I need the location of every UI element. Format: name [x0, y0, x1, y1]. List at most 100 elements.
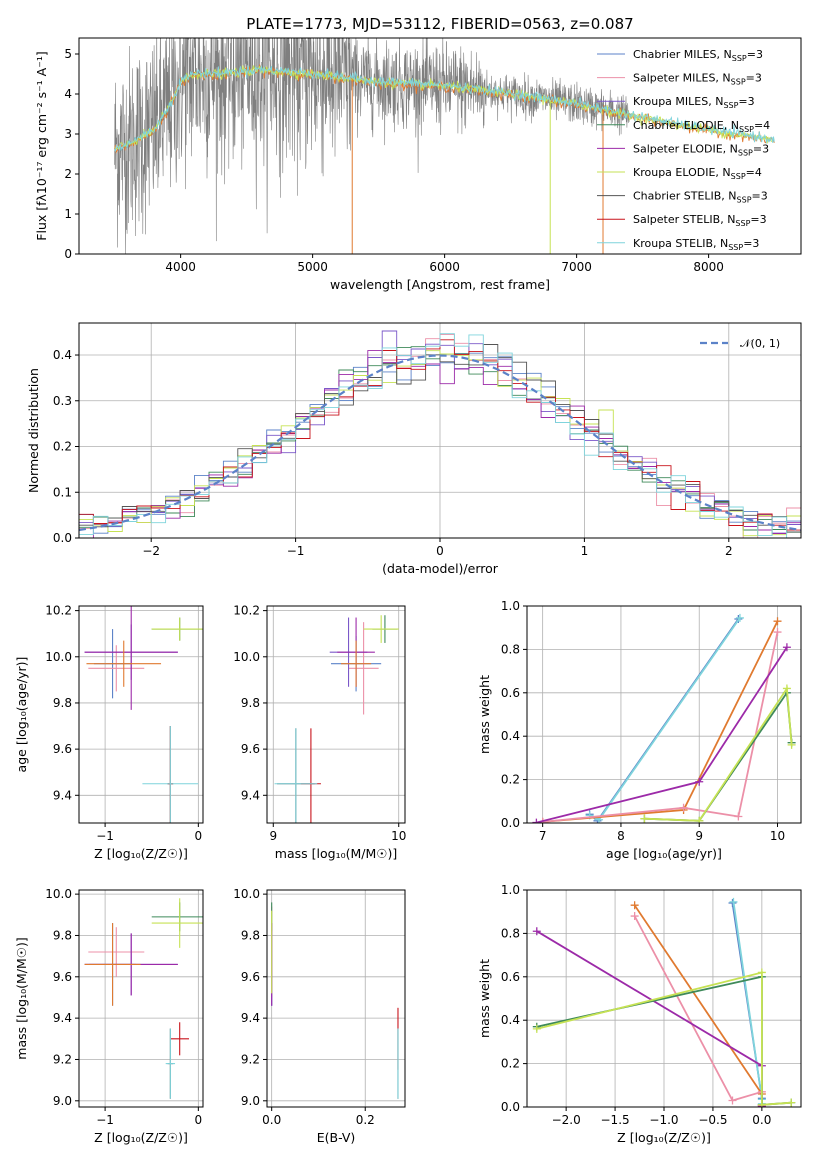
plot-area [114, 38, 775, 254]
weight-point-marker [787, 740, 796, 749]
weight-series-line [542, 631, 779, 823]
axes-frame [266, 605, 406, 824]
y-axis-label: mass [log₁₀(M/M☉)] [14, 937, 29, 1059]
plot-area [532, 897, 796, 1107]
x-tick-label: −1 [96, 1113, 114, 1127]
y-tick-label: 2 [64, 167, 72, 181]
x-tick-label: −1 [287, 544, 305, 558]
x-tick-label: 9 [695, 829, 703, 843]
plot-area [84, 898, 203, 1099]
chart-weight-vs-age: 7 8 9 10 0.0 0.2 0.4 0.6 0.8 1.0 age [log₁₀(age/yr… [477, 599, 802, 861]
axes-frame [266, 889, 406, 1108]
x-tick-label: 8000 [693, 260, 724, 274]
weight-point-marker [782, 684, 791, 693]
y-tick-label: 9.6 [241, 970, 260, 984]
y-axis-label: Flux [fλ10⁻¹⁷ erg cm⁻² s⁻¹ A⁻¹] [34, 51, 49, 240]
y-tick-label: 0.4 [501, 1013, 520, 1027]
weight-series-line [536, 971, 792, 1106]
weight-point-marker [773, 617, 782, 626]
y-tick-label: 9.0 [241, 1094, 260, 1108]
x-tick-label: −0.5 [698, 1113, 727, 1127]
y-tick-label: 4 [64, 87, 72, 101]
y-tick-label: 1 [64, 207, 72, 221]
x-tick-label: 10 [770, 829, 785, 843]
legend-label: Chabrier MILES, NSSP=3 [633, 48, 763, 63]
legend-label: 𝒩(0, 1) [740, 337, 780, 350]
x-axis-label: mass [log₁₀(M/M☉)] [275, 846, 397, 861]
x-axis-label: Z [log₁₀(Z/Z☉)] [94, 1130, 188, 1145]
chart-mass-vs-ebv: 0.0 0.2 9.0 9.2 9.4 9.6 9.8 10.0 E(B-V) [233, 887, 406, 1145]
x-tick-label: 10 [391, 829, 406, 843]
y-tick-label: 9.4 [241, 1011, 260, 1025]
y-axis-label: Normed distribution [26, 368, 41, 493]
legend-label: Chabrier STELIB, NSSP=3 [633, 190, 768, 205]
chart-spectrum: 4000 5000 6000 7000 8000 0 1 2 3 4 5 wavelength [An… [34, 37, 802, 292]
y-tick-label: 10.2 [233, 604, 260, 618]
weight-point-marker [532, 1024, 541, 1033]
weight-series-line [633, 904, 763, 1106]
y-tick-label: 0.1 [53, 485, 72, 499]
y-tick-label: 0.0 [501, 1100, 520, 1114]
axes-frame [78, 37, 802, 255]
y-tick-label: 10.0 [233, 650, 260, 664]
y-tick-label: 9.4 [241, 788, 260, 802]
legend-label: Salpeter STELIB, NSSP=3 [633, 213, 767, 228]
weight-point-marker [757, 968, 766, 977]
x-axis-label: Z [log₁₀(Z/Z☉)] [617, 1130, 711, 1145]
axes-frame [78, 889, 204, 1108]
y-tick-label: 0.6 [501, 970, 520, 984]
legend-label: Kroupa STELIB, NSSP=3 [633, 237, 759, 252]
grid-lines [267, 890, 405, 1107]
axes-frame [78, 605, 204, 824]
y-tick-label: 0.0 [501, 816, 520, 830]
weight-series-line [644, 685, 793, 822]
plot-area [84, 606, 203, 823]
y-tick-label: 9.4 [53, 1011, 72, 1025]
y-tick-label: 0.8 [501, 926, 520, 940]
x-axis-label: age [log₁₀(age/yr)] [606, 846, 722, 861]
x-tick-label: −1.0 [649, 1113, 678, 1127]
x-axis-label: Z [log₁₀(Z/Z☉)] [94, 846, 188, 861]
y-tick-label: 0 [64, 247, 72, 261]
y-tick-label: 0.3 [53, 394, 72, 408]
x-tick-label: 2 [725, 544, 733, 558]
y-tick-label: 1.0 [501, 883, 520, 897]
weight-point-marker [679, 803, 688, 812]
y-tick-label: 9.4 [53, 788, 72, 802]
plot-area [274, 615, 399, 823]
weight-point-marker [532, 927, 541, 936]
normal-pdf-curve [79, 354, 801, 532]
x-tick-label: 0.0 [752, 1113, 771, 1127]
grid-lines [267, 606, 405, 823]
plot-area [532, 613, 796, 823]
weight-series-line [644, 690, 793, 822]
y-tick-label: 0.2 [53, 440, 72, 454]
plot-area [79, 330, 801, 538]
grid-lines [79, 606, 203, 823]
y-tick-label: 10.0 [233, 887, 260, 901]
weight-series-line [536, 646, 788, 823]
model-spectrum [114, 65, 775, 153]
weight-point-marker [695, 777, 704, 786]
y-axis-label: age [log₁₀(age/yr)] [14, 657, 29, 773]
y-tick-label: 9.2 [53, 1052, 72, 1066]
weight-point-marker [630, 912, 639, 921]
y-tick-label: 0.8 [501, 642, 520, 656]
y-tick-label: 0.6 [501, 686, 520, 700]
chart-weight-vs-Z: −2.0 −1.5 −1.0 −0.5 0.0 0.0 0.2 0.4 0.6 0.8 1.0 Z [… [477, 883, 802, 1145]
x-tick-label: 0 [436, 544, 444, 558]
weight-point-marker [782, 643, 791, 652]
y-axis-label: mass weight [477, 675, 492, 754]
weight-point-marker [728, 899, 737, 908]
legend-label: Kroupa MILES, NSSP=3 [633, 95, 755, 110]
y-tick-label: 9.6 [241, 742, 260, 756]
y-tick-label: 10.0 [45, 887, 72, 901]
y-tick-label: 5 [64, 47, 72, 61]
residual-histogram [79, 333, 801, 538]
x-axis-label: wavelength [Angstrom, rest frame] [330, 277, 550, 292]
weight-point-marker [735, 613, 744, 622]
y-tick-label: 9.0 [53, 1094, 72, 1108]
y-tick-label: 0.2 [501, 1057, 520, 1071]
weight-point-marker [787, 1098, 796, 1107]
y-tick-label: 0.4 [501, 729, 520, 743]
